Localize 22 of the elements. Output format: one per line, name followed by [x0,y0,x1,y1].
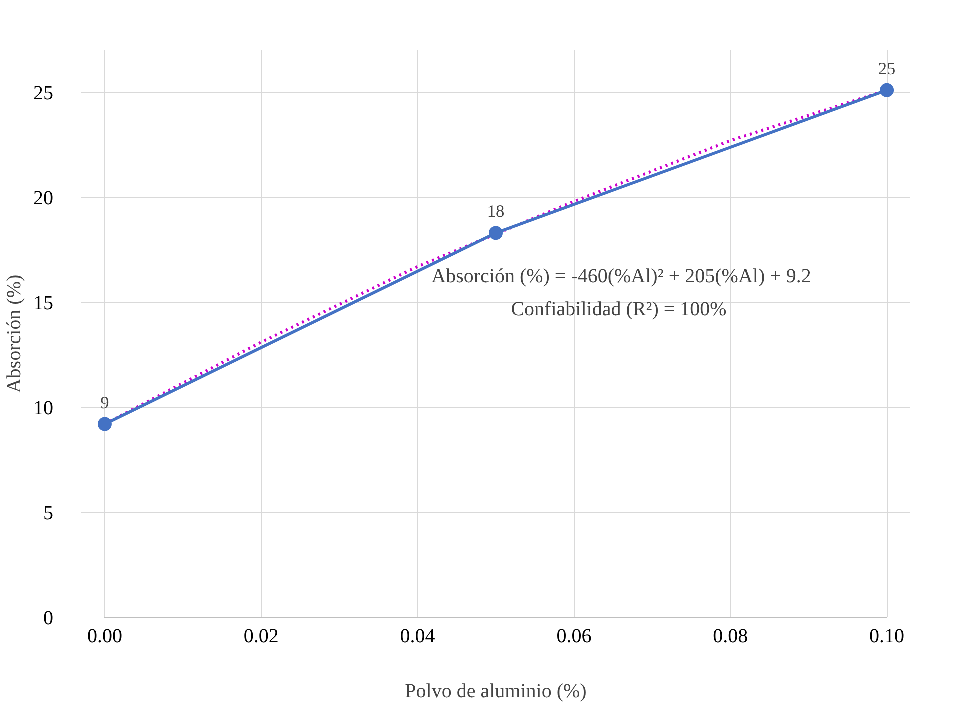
x-axis-title: Polvo de aluminio (%) [405,680,587,702]
point [489,226,503,240]
annotation: Confiabilidad (R²) = 100% [511,298,727,320]
x-tick-label: 0.02 [244,626,279,648]
y-tick-label: 0 [44,608,54,630]
x-tick-label: 0.06 [556,626,592,648]
annotation: Absorción (%) = -460(%Al)² + 205(%Al) + 9.2 [432,266,812,288]
x-tick-label: 0.08 [713,626,748,648]
data-label: 25 [878,59,896,78]
x-tick-label: 0.10 [870,626,905,648]
point [880,83,894,98]
x-tick-label: 0.00 [87,626,122,648]
y-tick-label: 15 [34,292,54,314]
y-tick-label: 5 [44,502,54,524]
y-tick-label: 25 [34,82,54,104]
y-tick-label: 10 [34,398,54,420]
point [98,417,112,432]
x-tick-label: 0.04 [400,626,436,648]
data-label: 9 [100,393,110,412]
data-label: 18 [487,202,505,222]
y-axis-title: Absorción (%) [4,274,26,394]
y-tick-label: 20 [34,188,54,210]
